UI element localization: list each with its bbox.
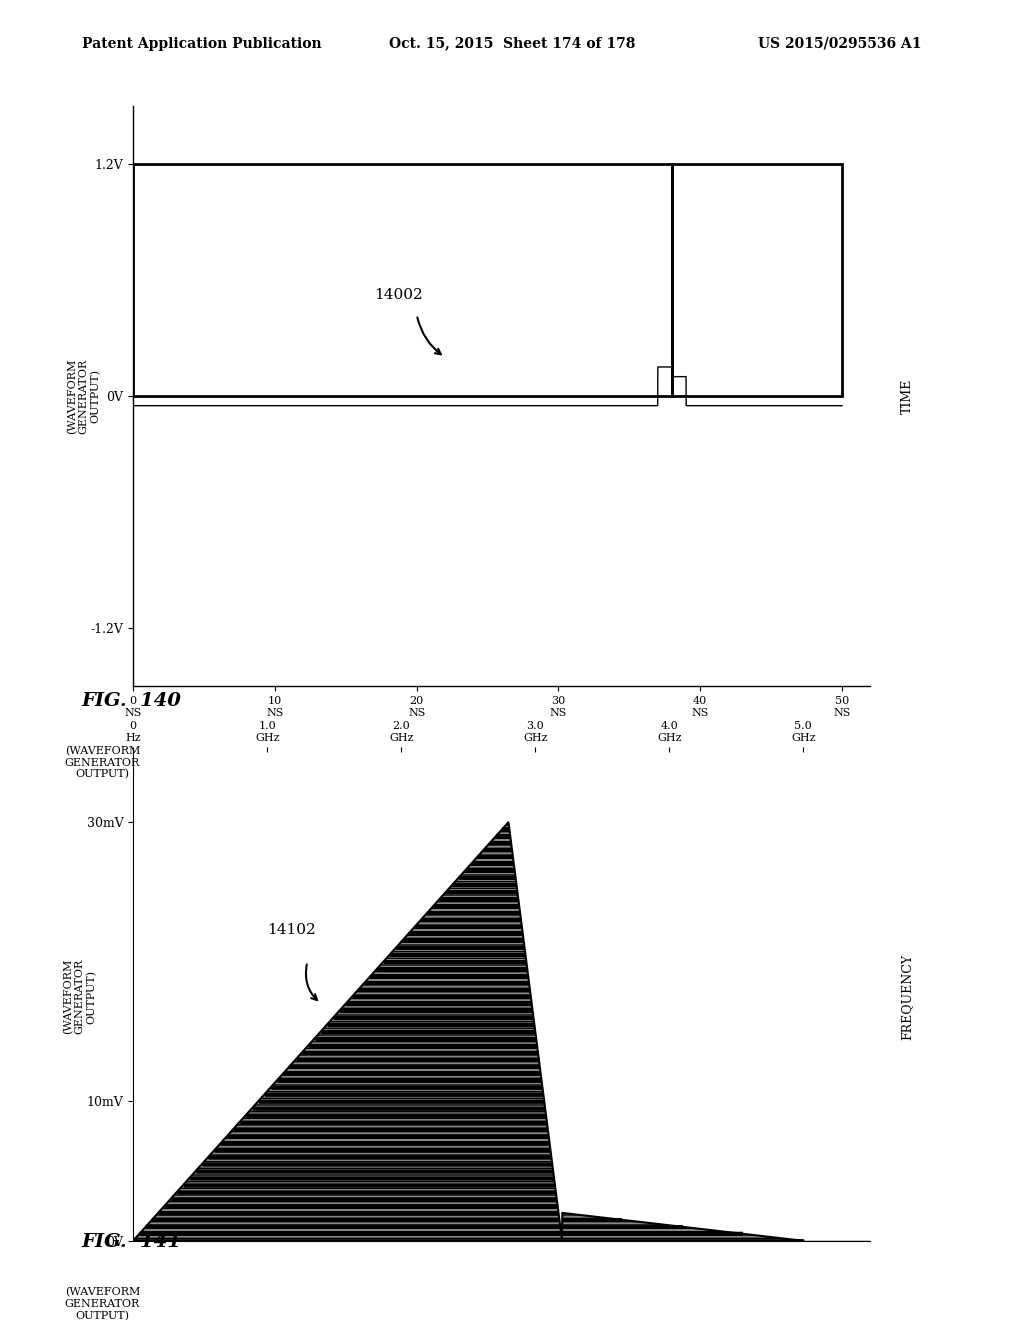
Text: Patent Application Publication: Patent Application Publication [82,37,322,50]
Text: (WAVEFORM
GENERATOR
OUTPUT): (WAVEFORM GENERATOR OUTPUT) [65,746,140,780]
Text: (WAVEFORM
GENERATOR
OUTPUT): (WAVEFORM GENERATOR OUTPUT) [65,1287,140,1320]
Bar [133,164,672,396]
Text: FREQUENCY: FREQUENCY [901,953,913,1040]
Text: FIG.  140: FIG. 140 [82,692,182,710]
Bar [672,164,842,396]
Text: TIME: TIME [901,379,913,413]
Text: 14002: 14002 [374,288,423,302]
Y-axis label: (WAVEFORM
GENERATOR
OUTPUT): (WAVEFORM GENERATOR OUTPUT) [62,958,96,1035]
Text: 14102: 14102 [267,923,316,937]
Text: FIG.  141: FIG. 141 [82,1233,182,1251]
Text: US 2015/0295536 A1: US 2015/0295536 A1 [758,37,922,50]
Text: Oct. 15, 2015  Sheet 174 of 178: Oct. 15, 2015 Sheet 174 of 178 [389,37,636,50]
Y-axis label: (WAVEFORM
GENERATOR
OUTPUT): (WAVEFORM GENERATOR OUTPUT) [67,358,100,434]
